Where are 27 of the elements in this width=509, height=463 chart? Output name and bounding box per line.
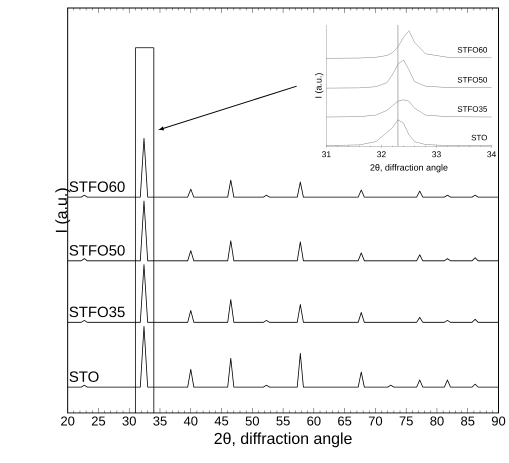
x-tick-label: 90 [492, 416, 506, 426]
x-tick-label: 55 [276, 416, 290, 426]
x-tick-label: 80 [430, 416, 444, 426]
x-tick-label: 32 [377, 151, 386, 158]
x-tick-label: 75 [400, 416, 413, 426]
x-tick-label: 34 [487, 151, 496, 158]
x-tick-label: 40 [184, 416, 198, 426]
series-label: STFO50 [70, 245, 125, 256]
x-axis-title: 2θ, diffraction angle [370, 164, 448, 173]
x-tick-label: 85 [461, 416, 474, 426]
y-axis-title: I (a.u.) [55, 188, 70, 232]
x-tick-label: 45 [214, 416, 228, 426]
x-tick-label: 50 [246, 416, 259, 426]
x-tick-label: 70 [368, 416, 382, 426]
x-tick-label: 60 [307, 416, 321, 426]
series-label: STO [70, 372, 99, 382]
x-tick-label: 30 [122, 416, 136, 426]
x-axis-title: 2θ, diffraction angle [214, 432, 352, 448]
x-tick-label: 65 [338, 416, 352, 426]
x-tick-label: 33 [432, 151, 441, 158]
x-tick-label: 20 [61, 416, 74, 426]
x-tick-label: 31 [322, 151, 331, 158]
x-tick-label: 25 [92, 416, 106, 426]
y-axis-title: I (a.u.) [315, 73, 324, 98]
series-label: STFO60 [70, 182, 125, 192]
x-tick-label: 35 [153, 416, 167, 426]
series-label: STFO35 [70, 306, 125, 318]
